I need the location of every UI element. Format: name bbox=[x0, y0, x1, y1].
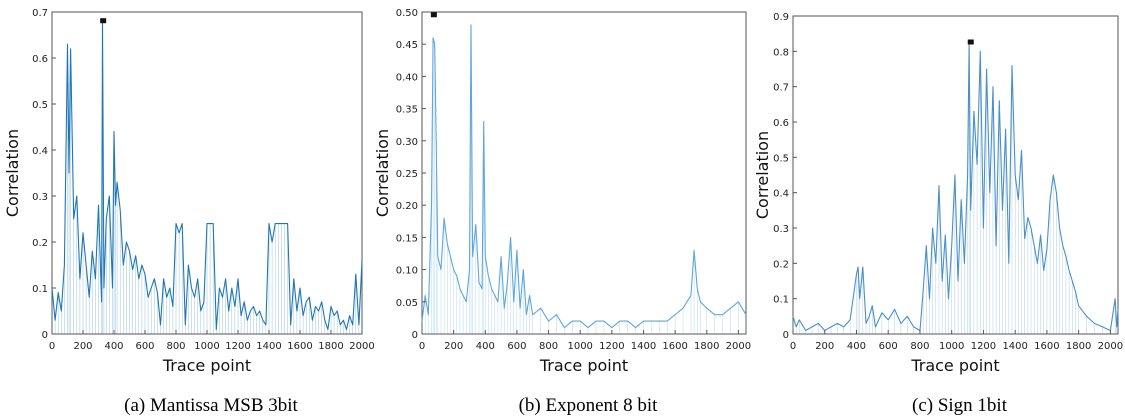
x-tick-label: 600 bbox=[507, 341, 526, 352]
y-tick-label: 0.20 bbox=[396, 201, 418, 212]
x-axis-label: Trace point bbox=[910, 356, 999, 375]
x-tick-label: 0 bbox=[49, 341, 55, 352]
y-tick-label: 0 bbox=[412, 330, 418, 341]
x-tick-label: 1600 bbox=[287, 341, 312, 352]
y-tick-label: 0.7 bbox=[773, 83, 789, 94]
x-tick-label: 1600 bbox=[1034, 341, 1059, 352]
x-tick-label: 1000 bbox=[939, 341, 964, 352]
peak-marker bbox=[100, 18, 107, 24]
y-tick-label: 0.8 bbox=[773, 47, 789, 58]
x-tick-label: 200 bbox=[73, 341, 92, 352]
x-tick-label: 800 bbox=[910, 341, 929, 352]
y-tick-label: 0.1 bbox=[32, 284, 48, 295]
y-tick-label: 0.7 bbox=[32, 8, 48, 19]
y-tick-label: 0.3 bbox=[773, 224, 789, 235]
y-tick-label: 0.35 bbox=[396, 105, 418, 116]
y-tick-label: 0.2 bbox=[773, 259, 789, 270]
chart-panel-1: 0 200 400 600 800 1000 1200 1400 1600 1800 2000 0 0.… bbox=[373, 8, 751, 416]
x-tick-label: 200 bbox=[444, 341, 463, 352]
x-tick-label: 600 bbox=[879, 341, 898, 352]
x-tick-label: 1600 bbox=[662, 341, 687, 352]
y-tick-label: 0.2 bbox=[32, 238, 48, 249]
y-tick-label: 0.05 bbox=[396, 298, 418, 309]
x-tick-label: 1000 bbox=[194, 341, 219, 352]
x-tick-label: 0 bbox=[790, 341, 796, 352]
x-tick-label: 1200 bbox=[599, 341, 624, 352]
y-tick-label: 0.4 bbox=[32, 146, 48, 157]
x-tick-label: 1200 bbox=[225, 341, 250, 352]
x-tick-label: 0 bbox=[419, 341, 425, 352]
y-tick-label: 0.3 bbox=[32, 192, 48, 203]
x-axis-label: Trace point bbox=[539, 356, 628, 375]
x-tick-label: 400 bbox=[104, 341, 123, 352]
x-tick-label: 1000 bbox=[567, 341, 592, 352]
y-tick-label: 0.45 bbox=[396, 40, 418, 51]
x-tick-label: 2000 bbox=[726, 341, 751, 352]
x-tick-label: 600 bbox=[135, 341, 154, 352]
figure-caption: (a) Mantissa MSB 3bit bbox=[124, 395, 298, 416]
y-tick-label: 0.25 bbox=[396, 169, 418, 180]
figure-caption: (b) Exponent 8 bit bbox=[519, 395, 659, 416]
chart-panel-2: 0 200 400 600 800 1000 1200 1400 1600 1800 2000 0 0.… bbox=[753, 12, 1123, 416]
y-tick-label: 0.5 bbox=[773, 153, 789, 164]
y-tick-label: 0.6 bbox=[773, 118, 789, 129]
x-tick-label: 800 bbox=[166, 341, 185, 352]
y-axis-label: Correlation bbox=[3, 129, 22, 217]
y-tick-label: 0.9 bbox=[773, 12, 789, 23]
y-tick-label: 0.1 bbox=[773, 295, 789, 306]
y-axis-label: Correlation bbox=[753, 131, 772, 219]
y-tick-label: 0 bbox=[42, 330, 48, 341]
data-line bbox=[792, 43, 1119, 332]
plot-frame bbox=[792, 15, 1119, 335]
y-tick-label: 0.4 bbox=[773, 189, 789, 200]
peak-marker bbox=[430, 12, 437, 18]
y-tick-label: 0.10 bbox=[396, 266, 418, 277]
x-tick-label: 1200 bbox=[971, 341, 996, 352]
y-tick-label: 0.6 bbox=[32, 54, 48, 65]
x-tick-label: 2000 bbox=[349, 341, 374, 352]
figure-caption: (c) Sign 1bit bbox=[912, 395, 1008, 416]
y-tick-label: 0 bbox=[783, 330, 789, 341]
x-tick-label: 800 bbox=[539, 341, 558, 352]
y-axis-label: Correlation bbox=[373, 129, 392, 217]
x-tick-label: 1800 bbox=[1066, 341, 1091, 352]
x-tick-label: 1400 bbox=[1002, 341, 1027, 352]
y-tick-label: 0.15 bbox=[396, 233, 418, 244]
y-tick-label: 0.5 bbox=[32, 100, 48, 111]
x-tick-label: 1800 bbox=[318, 341, 343, 352]
x-tick-label: 400 bbox=[847, 341, 866, 352]
x-tick-label: 200 bbox=[815, 341, 834, 352]
y-tick-label: 0.50 bbox=[396, 8, 418, 19]
x-tick-label: 1400 bbox=[631, 341, 656, 352]
data-line bbox=[51, 20, 363, 330]
y-tick-label: 0.40 bbox=[396, 72, 418, 83]
x-tick-label: 2000 bbox=[1098, 341, 1123, 352]
x-tick-label: 400 bbox=[476, 341, 495, 352]
x-tick-label: 1800 bbox=[694, 341, 719, 352]
peak-marker bbox=[967, 39, 974, 45]
x-tick-label: 1400 bbox=[256, 341, 281, 352]
chart-panel-0: 0 200 400 600 800 1000 1200 1400 1600 1800 2000 0 0.… bbox=[3, 8, 375, 416]
x-axis-label: Trace point bbox=[162, 356, 251, 375]
data-line bbox=[421, 24, 747, 329]
y-tick-label: 0.30 bbox=[396, 137, 418, 148]
